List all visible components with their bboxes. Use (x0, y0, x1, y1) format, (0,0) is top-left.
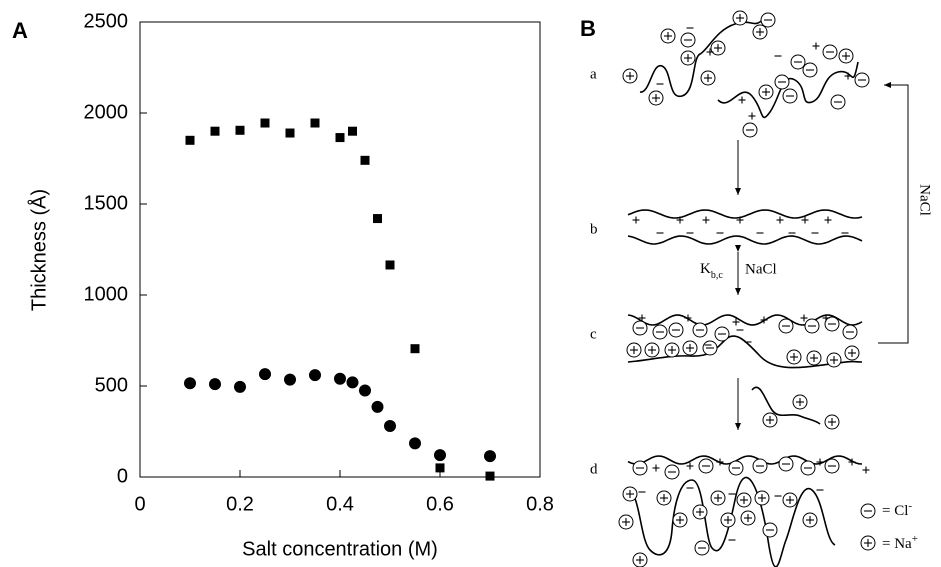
panel-label: B (580, 16, 596, 41)
circle-point (309, 369, 321, 382)
circle-point (209, 378, 221, 391)
polymer-chain (639, 17, 766, 97)
square-point (235, 125, 245, 135)
square-point (185, 135, 195, 145)
circle-point (234, 380, 246, 393)
polymer-chain (627, 209, 863, 219)
rate-sub: b,c (711, 270, 724, 281)
square-point (435, 463, 445, 473)
square-point (335, 133, 345, 143)
y-tick-label: 1000 (84, 283, 129, 305)
x-axis-label: Salt concentration (M) (242, 538, 438, 560)
x-tick-label: 0.2 (226, 493, 254, 515)
feedback-label: NaCl (917, 184, 933, 216)
stage-label: c (590, 326, 597, 342)
polymer-chain (627, 314, 863, 326)
x-tick-label: 0.6 (426, 493, 454, 515)
square-point (310, 118, 320, 128)
square-point (348, 126, 357, 136)
x-tick-label: 0.8 (526, 493, 554, 515)
legend-label: = Na (882, 536, 912, 552)
y-tick-label: 0 (117, 465, 128, 487)
equilibrium-label: NaCl (745, 261, 777, 277)
circle-point (484, 450, 496, 463)
square-point (260, 118, 270, 128)
circle-point (371, 400, 384, 413)
square-point (385, 260, 395, 270)
y-axis-label: Thickness (Å) (27, 189, 50, 311)
circle-point (334, 372, 346, 385)
y-tick-label: 500 (95, 374, 128, 396)
polymer-chain (627, 335, 863, 369)
circle-point (409, 437, 421, 450)
y-tick-label: 1500 (84, 192, 129, 214)
rate-k: K (700, 261, 711, 277)
circle-point (384, 420, 396, 433)
y-tick-label: 2000 (84, 101, 129, 123)
square-point (485, 471, 495, 481)
circle-point (284, 373, 296, 386)
polymer-chain (717, 61, 859, 119)
stage-label: d (590, 461, 598, 477)
circle-point (346, 376, 359, 389)
circle-point (184, 377, 196, 390)
legend-sup: - (908, 500, 912, 512)
rate-constant: Kb,c (700, 261, 723, 280)
square-point (210, 126, 220, 136)
square-point (373, 214, 382, 224)
legend-label: = Cl (882, 503, 908, 519)
square-point (410, 344, 420, 354)
legend-sup: + (912, 533, 918, 545)
square-point (285, 128, 295, 138)
x-tick-label: 0 (134, 493, 145, 515)
legend-text: = Na+ (882, 533, 918, 553)
feedback-arrow (878, 82, 909, 344)
legend-text: = Cl- (882, 500, 912, 520)
plot-frame (139, 21, 541, 478)
circle-point (359, 384, 371, 397)
y-tick-label: 2500 (84, 10, 129, 32)
circle-point (259, 368, 271, 381)
stage-label: a (590, 66, 597, 82)
stage-label: b (590, 221, 598, 237)
square-point (360, 155, 370, 165)
circle-point (434, 449, 446, 462)
polymer-chain (751, 386, 821, 425)
panel-label: A (12, 18, 28, 43)
polymer-chain (627, 235, 863, 245)
x-tick-label: 0.4 (326, 493, 354, 515)
